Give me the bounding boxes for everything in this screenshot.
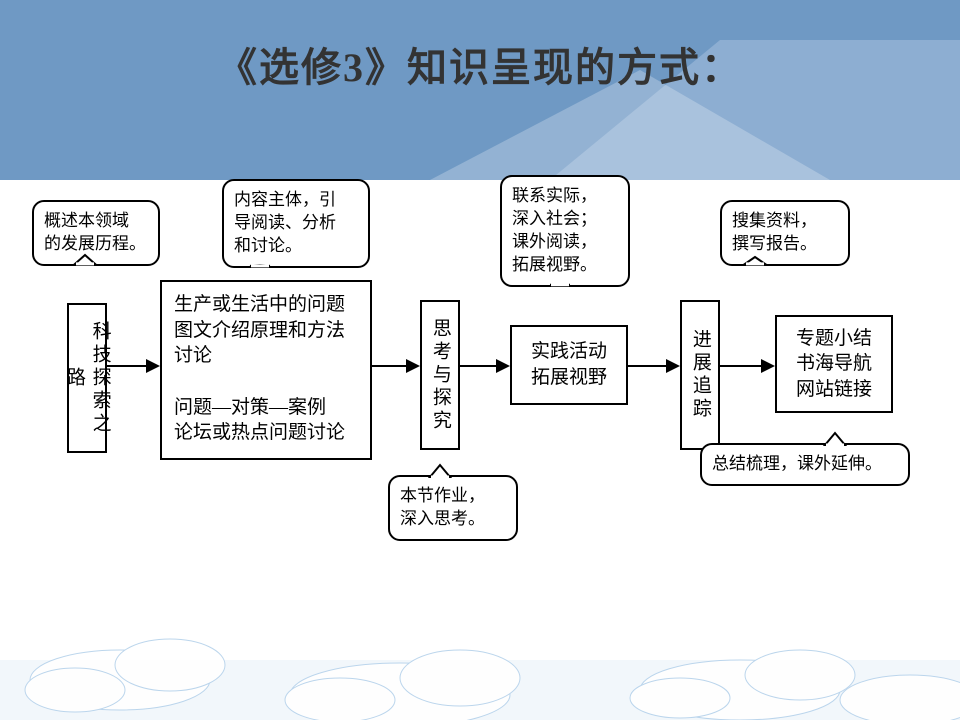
arrow-head-icon: [406, 359, 420, 373]
flow-arrow: [107, 365, 148, 367]
flow-node-n6: 专题小结 书海导航 网站链接: [775, 315, 893, 413]
flow-node-n4: 实践活动 拓展视野: [510, 325, 628, 405]
callout-c6: 总结梳理，课外延伸。: [700, 443, 910, 486]
callout-c4: 搜集资料， 撰写报告。: [720, 200, 850, 266]
arrow-head-icon: [496, 359, 510, 373]
flow-arrow: [460, 365, 498, 367]
flowchart: 科技探索之路生产或生活中的问题 图文介绍原理和方法 讨论 问题—对策—案例 论坛…: [0, 185, 960, 545]
flow-arrow: [628, 365, 668, 367]
node-label: 进展追踪: [687, 329, 713, 421]
flow-node-n5: 进展追踪: [680, 300, 720, 450]
flow-arrow: [372, 365, 408, 367]
callout-c1: 概述本领域 的发展历程。: [32, 200, 160, 266]
node-label: 思考与探究: [427, 318, 453, 433]
cloud-decoration: [0, 540, 960, 720]
callout-c2: 内容主体，引 导阅读、分析 和讨论。: [222, 179, 370, 268]
node-label: 科技探索之路: [61, 311, 112, 445]
flow-node-n3: 思考与探究: [420, 300, 460, 450]
arrow-head-icon: [146, 359, 160, 373]
arrow-head-icon: [761, 359, 775, 373]
callout-c5: 本节作业， 深入思考。: [388, 475, 518, 541]
flow-arrow: [720, 365, 763, 367]
slide-header: 《选修3》知识呈现的方式：: [0, 0, 960, 180]
flow-node-n2: 生产或生活中的问题 图文介绍原理和方法 讨论 问题—对策—案例 论坛或热点问题讨…: [160, 280, 372, 460]
flow-node-n1: 科技探索之路: [67, 303, 107, 453]
callout-c3: 联系实际， 深入社会； 课外阅读， 拓展视野。: [500, 175, 630, 287]
arrow-head-icon: [666, 359, 680, 373]
slide-title: 《选修3》知识呈现的方式：: [0, 35, 960, 93]
